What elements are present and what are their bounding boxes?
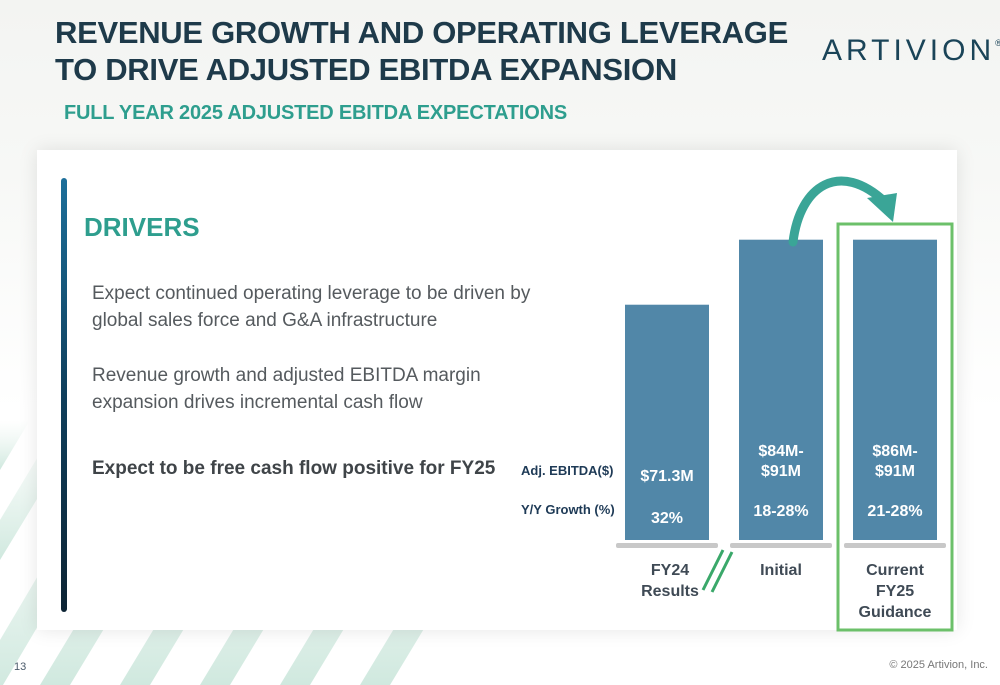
title-line-2: TO DRIVE ADJUSTED EBITDA EXPANSION — [55, 52, 677, 87]
logo-text: ARTIVION — [822, 34, 996, 67]
row-label-growth: Y/Y Growth (%) — [521, 502, 615, 517]
category-label-current-fy25-guidance: Guidance — [859, 604, 932, 621]
guidance-arrow — [788, 176, 890, 247]
copyright: © 2025 Artivion, Inc. — [889, 659, 988, 671]
baseline-fy24-results — [616, 543, 718, 548]
driver-emphasis: Expect to be free cash flow positive for… — [92, 458, 496, 479]
category-label-initial: Initial — [760, 562, 802, 579]
growth-label-initial: 18-28% — [753, 503, 808, 520]
growth-label-current-fy25-guidance: 21-28% — [867, 503, 922, 520]
value-label-initial: $91M — [761, 463, 801, 480]
driver-item-1: Expect continued operating leverage to b… — [92, 283, 531, 331]
bar-initial — [739, 239, 823, 540]
value-label-current-fy25-guidance: $86M- — [872, 443, 917, 460]
value-label-initial: $84M- — [758, 443, 803, 460]
value-label-current-fy25-guidance: $91M — [875, 463, 915, 480]
category-label-fy24-results: FY24 — [651, 562, 689, 579]
artivion-logo: ARTIVION® — [822, 34, 1000, 68]
category-label-fy24-results: Results — [641, 583, 699, 600]
baseline-current-fy25-guidance — [844, 543, 946, 548]
drivers-heading: DRIVERS — [84, 212, 200, 242]
growth-label-fy24-results: 32% — [651, 510, 683, 527]
accent-bar — [61, 178, 67, 612]
logo-registered-mark: ® — [995, 38, 1000, 48]
axis-break-mark — [710, 551, 734, 593]
baseline-initial — [730, 543, 832, 548]
bar-current-fy25-guidance — [853, 239, 937, 540]
value-label-fy24-results: $71.3M — [640, 468, 693, 485]
row-label-ebitda: Adj. EBITDA($) — [521, 463, 614, 478]
guidance-arrow-head — [867, 193, 897, 222]
page-title: REVENUE GROWTH AND OPERATING LEVERAGE TO… — [55, 14, 795, 88]
category-label-current-fy25-guidance: Current — [866, 562, 924, 579]
category-label-current-fy25-guidance: FY25 — [876, 583, 914, 600]
bar-fy24-results — [625, 304, 709, 540]
axis-break-mark — [701, 549, 725, 591]
title-line-1: REVENUE GROWTH AND OPERATING LEVERAGE — [55, 15, 788, 50]
page-subtitle: FULL YEAR 2025 ADJUSTED EBITDA EXPECTATI… — [64, 102, 567, 124]
highlight-box — [836, 222, 954, 632]
page-number: 13 — [14, 661, 27, 673]
driver-item-2: Revenue growth and adjusted EBITDA margi… — [92, 365, 481, 413]
